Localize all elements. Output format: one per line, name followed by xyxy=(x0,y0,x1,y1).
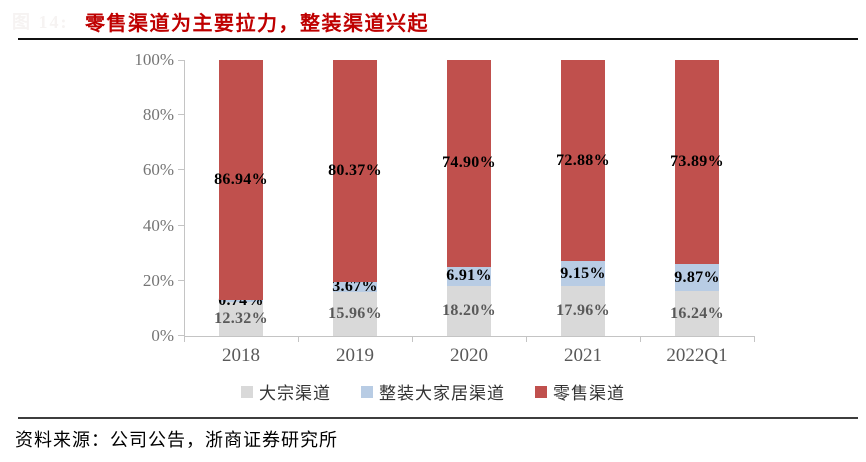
data-label-dazong-channel: 17.96% xyxy=(556,302,610,320)
y-axis-tick-label: 60% xyxy=(142,160,174,180)
bar-segment-retail-channel xyxy=(675,60,719,264)
x-axis-line xyxy=(184,336,755,337)
data-label-dazong-channel: 15.96% xyxy=(328,304,382,322)
bar-segment-zhengzhuang-channel xyxy=(447,266,491,286)
y-axis-tick-label: 20% xyxy=(142,270,174,290)
y-axis-tick-label: 0% xyxy=(151,326,174,345)
y-axis-tick xyxy=(178,169,184,171)
stacked-bar-chart: 大宗渠道 整装大家居渠道 零售渠道 0% 20% 40% 60% 80% 100% 12.32%… xyxy=(0,50,866,404)
figure-number-label: 图 14: xyxy=(12,12,69,32)
bar-segment-dazong-channel xyxy=(219,301,263,336)
bar-segment-zhengzhuang-channel xyxy=(675,263,719,292)
y-axis-tick xyxy=(178,279,184,281)
legend-item-dazong-channel: 大宗渠道 xyxy=(241,379,331,404)
bar-segment-zhengzhuang-channel xyxy=(219,299,263,302)
data-label-retail-channel: 73.89% xyxy=(670,152,724,170)
legend-item-zhengzhuang-channel: 整装大家居渠道 xyxy=(361,379,505,404)
data-label-zhengzhuang-channel: 9.15% xyxy=(560,264,606,282)
y-axis-tick-label: 100% xyxy=(134,50,174,69)
bar-segment-zhengzhuang-channel xyxy=(561,261,605,287)
bar-segment-retail-channel xyxy=(447,59,491,267)
y-axis-tick xyxy=(178,60,184,61)
legend-label-dazong-channel: 大宗渠道 xyxy=(259,384,331,403)
legend-item-retail-channel: 零售渠道 xyxy=(535,379,625,404)
x-axis-category-label: 2018 xyxy=(222,345,260,366)
bar-segment-dazong-channel xyxy=(333,291,377,336)
data-label-retail-channel: 86.94% xyxy=(214,170,268,188)
data-label-zhengzhuang-channel: 6.91% xyxy=(446,267,492,285)
y-axis-tick xyxy=(178,224,184,226)
x-axis-tick xyxy=(298,336,299,342)
data-label-retail-channel: 74.90% xyxy=(442,154,496,172)
x-axis-tick xyxy=(640,336,641,342)
x-axis-category-label: 2020 xyxy=(450,345,488,366)
y-axis-tick-label: 80% xyxy=(142,105,174,125)
legend-label-zhengzhuang-channel: 整装大家居渠道 xyxy=(379,384,505,403)
bar-segment-retail-channel xyxy=(561,60,605,262)
x-axis-category-label: 2019 xyxy=(336,345,374,366)
x-axis-tick xyxy=(412,336,413,342)
x-axis-tick xyxy=(526,336,527,342)
chart-legend: 大宗渠道 整装大家居渠道 零售渠道 xyxy=(0,379,866,404)
bar-segment-zhengzhuang-channel xyxy=(333,281,377,292)
x-axis-tick xyxy=(184,336,185,342)
data-label-zhengzhuang-channel: 9.87% xyxy=(674,268,720,286)
y-axis-tick xyxy=(178,114,184,116)
data-label-retail-channel: 80.37% xyxy=(328,161,382,179)
data-label-dazong-channel: 12.32% xyxy=(214,309,268,327)
header-divider xyxy=(18,38,858,40)
y-axis-tick xyxy=(178,335,184,336)
data-label-dazong-channel: 18.20% xyxy=(442,301,496,319)
data-label-retail-channel: 72.88% xyxy=(556,151,610,169)
bar-segment-dazong-channel xyxy=(561,286,605,336)
bar-segment-dazong-channel xyxy=(447,285,491,336)
x-axis-category-label: 2021 xyxy=(564,345,602,366)
source-note: 资料来源：公司公告，浙商证券研究所 xyxy=(15,430,338,450)
bar-segment-retail-channel xyxy=(333,60,377,282)
legend-swatch-zhengzhuang-channel xyxy=(361,385,373,398)
y-axis-tick-label: 40% xyxy=(142,215,174,235)
y-axis-line xyxy=(184,60,185,336)
bar-segment-dazong-channel xyxy=(675,291,719,336)
legend-label-retail-channel: 零售渠道 xyxy=(553,384,625,403)
chart-title: 零售渠道为主要拉力，整装渠道兴起 xyxy=(85,13,429,35)
x-axis-category-label: 2022Q1 xyxy=(666,345,728,366)
data-label-zhengzhuang-channel: 3.67% xyxy=(332,277,378,295)
data-label-dazong-channel: 16.24% xyxy=(670,304,724,322)
footer-divider xyxy=(18,417,858,419)
bar-segment-retail-channel xyxy=(219,60,263,300)
x-axis-tick xyxy=(754,336,755,342)
legend-swatch-dazong-channel xyxy=(241,385,253,398)
legend-swatch-retail-channel xyxy=(535,385,547,398)
